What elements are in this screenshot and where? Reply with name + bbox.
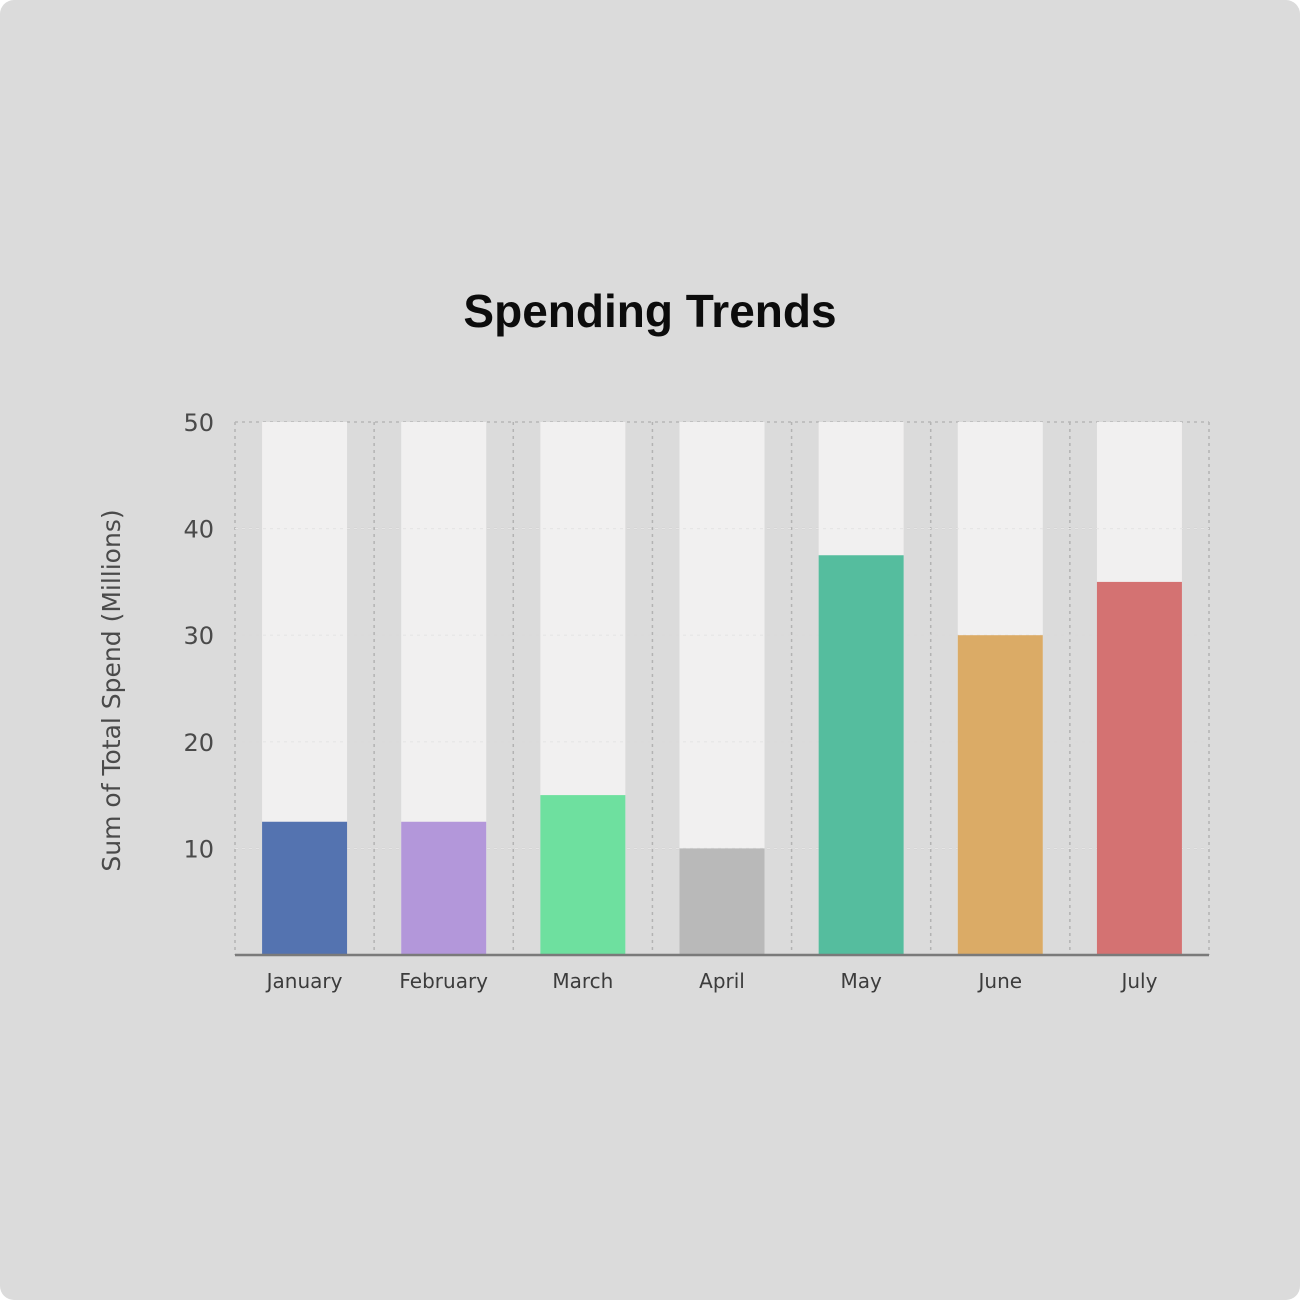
- y-axis-title: Sum of Total Spend (Millions): [97, 509, 126, 871]
- x-tick-label: January: [265, 969, 343, 993]
- x-tick-label: April: [699, 969, 745, 993]
- x-axis-labels: January February March April May June July: [265, 969, 1158, 993]
- x-tick-label: May: [840, 969, 882, 993]
- bar-february: [401, 821, 487, 955]
- y-tick-label: 30: [183, 622, 214, 650]
- bar-july: [1096, 581, 1182, 955]
- chart-title: Spending Trends: [463, 285, 837, 337]
- bars: [262, 555, 1182, 955]
- x-tick-label: June: [977, 969, 1023, 993]
- bar-may: [818, 555, 904, 955]
- x-tick-label: March: [552, 969, 613, 993]
- y-tick-label: 10: [183, 835, 214, 863]
- bar-march: [540, 795, 626, 955]
- x-tick-label: July: [1119, 969, 1157, 993]
- y-axis-ticks: 10 20 30 40 50: [183, 409, 214, 863]
- bar-january: [262, 821, 348, 955]
- y-tick-label: 50: [183, 409, 214, 437]
- y-tick-label: 20: [183, 729, 214, 757]
- x-tick-label: February: [399, 969, 488, 993]
- bar-june: [957, 635, 1043, 955]
- bar-april: [679, 848, 765, 955]
- y-tick-label: 40: [183, 516, 214, 544]
